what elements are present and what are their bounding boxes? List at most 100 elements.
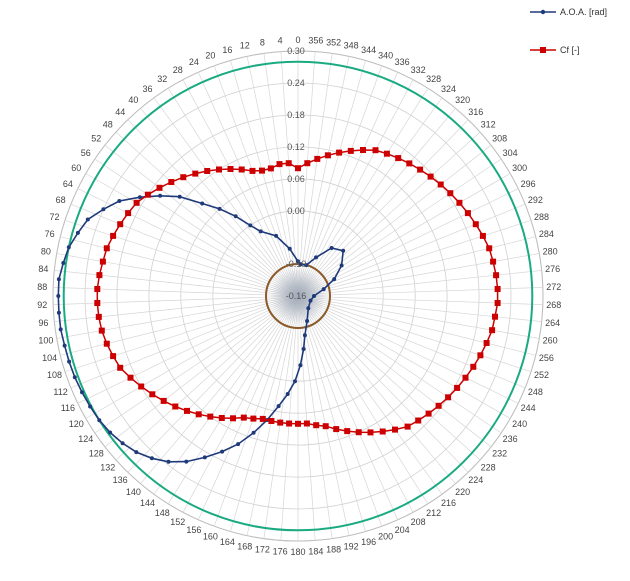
data-point (56, 277, 61, 282)
data-point (456, 199, 463, 206)
grid-spoke (77, 188, 299, 297)
angle-tick-label: 260 (543, 336, 558, 346)
grid-spoke (297, 131, 481, 297)
data-point (99, 258, 106, 265)
angle-tick-label: 108 (47, 370, 62, 380)
data-point (298, 262, 303, 267)
data-point (383, 150, 390, 157)
angle-tick-label: 168 (237, 541, 252, 551)
legend-label: A.O.A. [rad] (560, 7, 607, 17)
data-point (149, 456, 154, 461)
grid-spoke (140, 108, 299, 297)
grid-spoke (297, 108, 456, 297)
data-point (477, 352, 484, 359)
data-point (372, 147, 379, 154)
data-point (144, 191, 151, 198)
data-point (298, 363, 303, 368)
grid-spoke (297, 97, 443, 297)
grid-spoke (297, 56, 350, 297)
data-point (392, 426, 398, 433)
angle-tick-label: 68 (56, 195, 66, 205)
angle-tick-label: 328 (426, 74, 441, 84)
data-point (462, 374, 469, 381)
data-point (192, 170, 199, 177)
angle-tick-label: 56 (81, 148, 91, 158)
data-point (137, 195, 142, 200)
grid-spoke (54, 270, 299, 297)
grid-spoke (297, 295, 542, 322)
data-point (110, 232, 117, 239)
grid-spoke (297, 287, 543, 297)
angle-tick-label: 156 (186, 525, 201, 535)
data-point (295, 165, 301, 172)
data-point (166, 459, 171, 464)
grid-spoke (297, 236, 536, 297)
angle-tick-label: 312 (481, 120, 496, 130)
data-point (268, 418, 275, 424)
grid-spoke (297, 51, 316, 297)
angle-labels: 0481216202428323640444852566064687276808… (37, 35, 561, 557)
grid-spoke (54, 295, 299, 322)
grid-spoke (153, 97, 299, 297)
angle-tick-label: 320 (455, 95, 470, 105)
grid-spoke (280, 51, 299, 297)
data-point (490, 258, 497, 265)
data-point (172, 403, 179, 410)
grid-spoke (297, 295, 532, 373)
data-point (67, 359, 72, 364)
angle-tick-label: 284 (539, 229, 554, 239)
data-point (168, 179, 175, 185)
data-point (127, 374, 134, 381)
grid-spoke (297, 295, 399, 520)
angle-tick-label: 240 (512, 419, 527, 429)
angle-tick-label: 92 (37, 300, 47, 310)
data-point (259, 167, 265, 174)
data-point (322, 423, 329, 430)
data-point (483, 340, 490, 346)
angle-tick-label: 208 (411, 517, 426, 527)
grid-spoke (297, 79, 414, 297)
grid-spoke (167, 88, 299, 297)
angle-tick-label: 140 (126, 487, 141, 497)
grid-spoke (297, 270, 542, 297)
grid-spoke (64, 219, 299, 297)
angle-tick-label: 184 (308, 546, 323, 556)
angle-tick-label: 196 (361, 537, 376, 547)
data-point (379, 428, 386, 435)
grid-spoke (115, 295, 299, 461)
data-point (94, 286, 101, 292)
data-point (117, 199, 122, 203)
grid-spoke (297, 295, 469, 473)
angle-tick-label: 148 (155, 508, 170, 518)
angle-tick-label: 164 (220, 537, 235, 547)
grid-spoke (297, 295, 316, 541)
data-point (251, 430, 256, 435)
grid-spoke (246, 295, 299, 536)
angle-tick-label: 172 (255, 545, 270, 555)
angle-tick-label: 228 (481, 462, 496, 472)
angle-tick-label: 232 (492, 449, 507, 459)
data-point (202, 455, 207, 460)
angle-tick-label: 336 (395, 57, 410, 67)
angle-tick-label: 132 (100, 462, 115, 472)
grid-spoke (104, 144, 299, 297)
grid-spoke (297, 295, 429, 504)
grid-spoke (297, 295, 511, 419)
data-point (218, 415, 225, 421)
grid-spoke (85, 295, 299, 419)
angle-tick-label: 12 (240, 41, 250, 51)
data-point (97, 418, 102, 423)
data-point (324, 152, 331, 159)
data-point (492, 313, 498, 320)
data-point (58, 327, 63, 332)
radial-labels: -0.16 -0.10 0.00 0.06 0.12 0.18 0.24 0.30 (286, 46, 307, 301)
angle-tick-label: 152 (170, 517, 185, 527)
data-point (305, 319, 310, 323)
angle-tick-label: 44 (115, 107, 125, 117)
angle-tick-label: 244 (521, 403, 536, 413)
angle-tick-label: 176 (273, 546, 288, 556)
angle-tick-label: 264 (545, 318, 560, 328)
grid-spoke (297, 295, 519, 404)
angle-tick-label: 236 (503, 434, 518, 444)
